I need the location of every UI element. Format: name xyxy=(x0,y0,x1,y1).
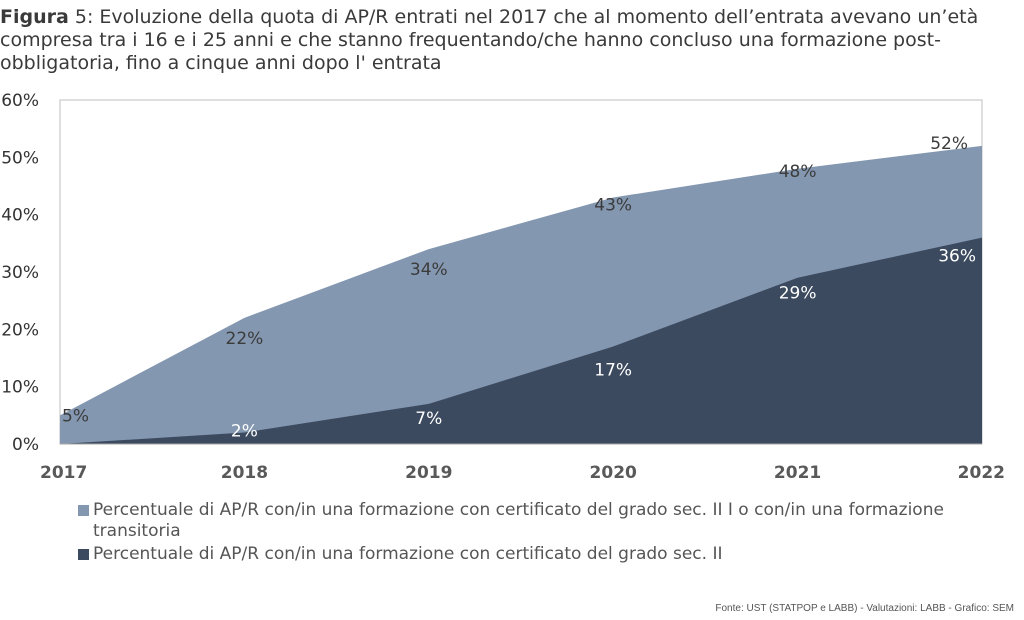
data-label-upper: 52% xyxy=(930,134,968,154)
area-chart: 0% 10% 20% 30% 40% 50% 60% 2017 2018 2019 2020 2021… xyxy=(1,91,1005,483)
legend-label-upper: Percentuale di AP/R con/in una formazion… xyxy=(93,500,944,541)
data-label-upper: 34% xyxy=(410,260,448,280)
source-note: Fonte: UST (STATPOP e LABB) - Valutazion… xyxy=(715,603,1014,614)
y-tick-label: 30% xyxy=(1,263,39,283)
data-label-lower: 36% xyxy=(938,247,976,267)
x-tick-label: 2019 xyxy=(405,463,452,483)
chart-title-text: 5: Evoluzione della quota di AP/R entrat… xyxy=(0,6,979,74)
legend-swatch-upper xyxy=(78,505,89,516)
legend-item-lower: Percentuale di AP/R con/in una formazion… xyxy=(78,544,998,565)
data-label-lower: 29% xyxy=(779,284,817,304)
y-tick-label: 50% xyxy=(1,148,39,168)
data-label-lower: 7% xyxy=(415,409,442,429)
legend-swatch-lower xyxy=(78,549,89,560)
data-label-lower: 2% xyxy=(231,422,258,442)
y-tick-label: 20% xyxy=(1,320,39,340)
x-tick-label: 2021 xyxy=(774,463,821,483)
y-tick-label: 0% xyxy=(12,435,39,455)
chart-title-lead: Figura xyxy=(0,6,69,28)
x-tick-label: 2017 xyxy=(40,463,87,483)
x-tick-label: 2020 xyxy=(590,463,637,483)
x-tick-label: 2022 xyxy=(958,463,1005,483)
data-label-upper: 48% xyxy=(779,162,817,182)
y-tick-label: 10% xyxy=(1,378,39,398)
chart-title: Figura 5: Evoluzione della quota di AP/R… xyxy=(0,6,1010,75)
data-label-upper: 22% xyxy=(226,329,264,349)
data-label-upper: 5% xyxy=(62,406,89,426)
y-tick-label: 60% xyxy=(1,91,39,111)
area-series-lower xyxy=(60,237,982,444)
legend-item-upper: Percentuale di AP/R con/in una formazion… xyxy=(78,500,998,542)
y-tick-label: 40% xyxy=(1,206,39,226)
data-label-lower: 17% xyxy=(594,361,632,381)
x-tick-label: 2018 xyxy=(221,463,268,483)
legend-label-lower: Percentuale di AP/R con/in una formazion… xyxy=(93,544,723,564)
data-label-upper: 43% xyxy=(594,195,632,215)
legend: Percentuale di AP/R con/in una formazion… xyxy=(78,500,998,567)
